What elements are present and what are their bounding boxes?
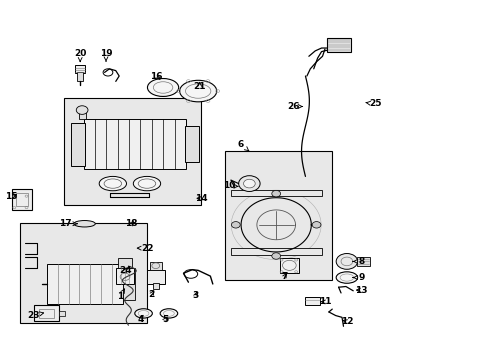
Text: 10: 10	[222, 181, 238, 190]
Bar	[71, 123, 85, 166]
Text: 2: 2	[148, 289, 155, 298]
Text: 6: 6	[237, 140, 248, 151]
Bar	[47, 264, 122, 304]
Text: 14: 14	[195, 194, 207, 203]
Bar	[116, 268, 134, 284]
Bar	[34, 305, 59, 321]
Bar	[118, 258, 132, 268]
Ellipse shape	[135, 309, 152, 318]
Bar	[356, 257, 369, 266]
Bar	[147, 270, 164, 284]
Ellipse shape	[335, 253, 357, 269]
Text: 23: 23	[27, 311, 43, 320]
Ellipse shape	[133, 176, 160, 191]
Text: 8: 8	[352, 257, 364, 266]
Text: 13: 13	[355, 285, 367, 294]
Bar	[230, 248, 321, 255]
Text: 21: 21	[193, 82, 205, 91]
Bar	[83, 119, 185, 169]
Text: 22: 22	[137, 244, 154, 253]
Text: 20: 20	[74, 49, 86, 62]
Ellipse shape	[335, 272, 357, 283]
Bar	[75, 65, 85, 73]
Text: 16: 16	[150, 72, 163, 81]
Bar	[279, 258, 299, 273]
Text: 4: 4	[137, 315, 143, 324]
Bar	[184, 126, 199, 162]
Bar	[59, 311, 64, 316]
Bar	[327, 38, 350, 51]
Ellipse shape	[271, 190, 280, 197]
Text: 3: 3	[192, 291, 199, 300]
Ellipse shape	[74, 221, 95, 227]
Text: 5: 5	[162, 315, 168, 324]
Text: 17: 17	[59, 219, 77, 228]
Ellipse shape	[179, 80, 216, 102]
Text: 19: 19	[100, 49, 112, 61]
Text: 12: 12	[340, 317, 352, 326]
Text: 7: 7	[281, 272, 287, 281]
Text: 24: 24	[119, 266, 132, 275]
Bar	[64, 98, 200, 205]
Text: 1: 1	[117, 289, 124, 301]
Bar	[153, 283, 158, 289]
Ellipse shape	[147, 78, 178, 96]
Ellipse shape	[243, 179, 255, 188]
Bar	[16, 193, 28, 206]
Ellipse shape	[99, 176, 126, 191]
Bar	[150, 262, 161, 270]
Ellipse shape	[160, 309, 177, 318]
Bar	[12, 189, 32, 210]
Ellipse shape	[231, 222, 240, 228]
Bar	[20, 223, 147, 323]
Text: 26: 26	[286, 102, 302, 111]
Text: 15: 15	[5, 192, 18, 201]
Bar	[230, 190, 321, 197]
Ellipse shape	[311, 222, 320, 228]
Text: 11: 11	[318, 297, 330, 306]
Ellipse shape	[271, 253, 280, 259]
Text: 25: 25	[366, 99, 381, 108]
Ellipse shape	[238, 176, 260, 192]
Bar	[77, 72, 83, 81]
Bar	[224, 151, 331, 280]
Bar	[79, 110, 86, 119]
Bar	[305, 297, 319, 305]
Bar	[122, 268, 135, 300]
Bar	[39, 309, 54, 319]
Ellipse shape	[76, 106, 88, 114]
Text: 18: 18	[125, 219, 137, 228]
Text: 9: 9	[352, 273, 364, 282]
